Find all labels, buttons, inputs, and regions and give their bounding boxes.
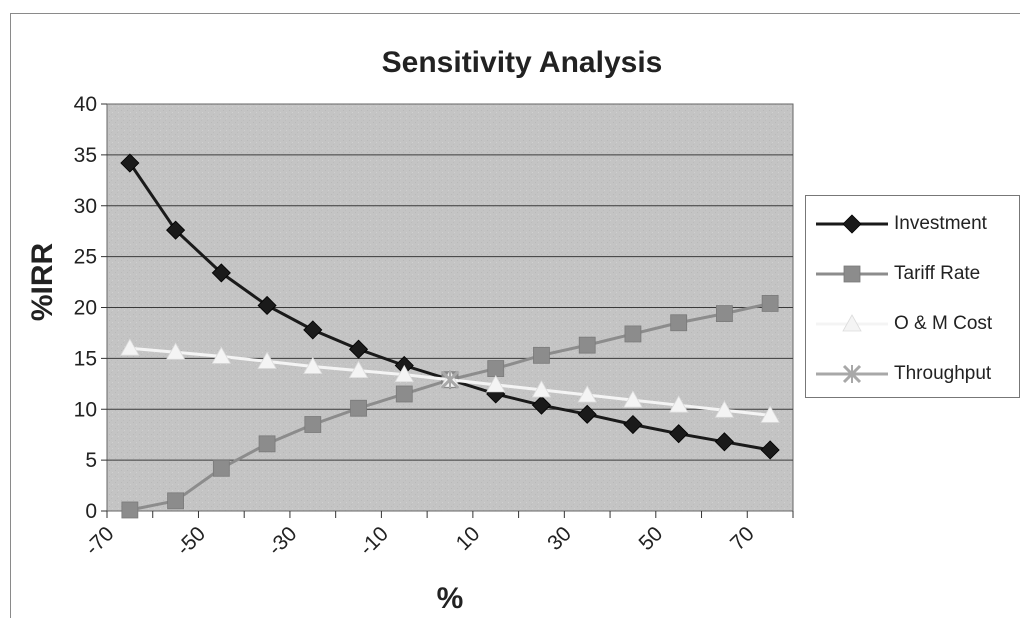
data-point-tariff-rate (761, 295, 779, 312)
data-point-o-m-cost (394, 364, 414, 383)
y-tick-label: 0 (85, 500, 97, 523)
data-point-tariff-rate (578, 336, 596, 354)
legend: Investment Tariff Rate O & M Cost Throughpu… (805, 195, 1020, 398)
y-tick-label: 10 (74, 398, 97, 421)
data-point-o-m-cost (257, 351, 277, 369)
data-point-o-m-cost (211, 346, 232, 364)
y-tick-label: 35 (74, 144, 97, 167)
data-point-throughput (440, 370, 460, 389)
x-tick-label: 70 (726, 522, 759, 555)
data-point-investment (166, 220, 186, 240)
legend-swatch-o-m-cost (816, 314, 888, 332)
data-point-investment (714, 432, 734, 452)
data-point-investment (120, 153, 140, 173)
data-point-investment (348, 339, 369, 359)
data-point-o-m-cost (303, 356, 323, 374)
data-point-o-m-cost (668, 395, 689, 413)
legend-item-tariff-rate: Tariff Rate (806, 254, 1021, 294)
legend-swatch-throughput (816, 364, 888, 384)
data-point-investment (531, 395, 552, 415)
y-tick-label: 40 (74, 93, 97, 116)
data-point-o-m-cost (531, 380, 552, 398)
x-tick-label: -50 (172, 522, 210, 560)
data-point-tariff-rate (395, 385, 413, 403)
y-tick-label: 25 (74, 246, 97, 269)
x-tick-label: 10 (452, 522, 485, 555)
x-axis-label: % (437, 582, 464, 615)
chart-title: Sensitivity Analysis (382, 46, 663, 79)
legend-swatch-tariff-rate (816, 265, 888, 283)
y-axis-label: %IRR (26, 242, 59, 321)
data-point-investment (760, 440, 780, 460)
legend-swatch-investment (816, 214, 888, 234)
x-tick-label: 50 (635, 522, 668, 555)
data-point-investment (257, 295, 277, 316)
legend-item-investment: Investment (806, 204, 1021, 244)
data-point-o-m-cost (760, 405, 780, 423)
data-point-tariff-rate (533, 346, 550, 364)
y-tick-label: 5 (85, 449, 97, 472)
data-point-investment (669, 424, 689, 444)
data-point-tariff-rate (487, 360, 505, 377)
data-point-o-m-cost (577, 385, 597, 403)
data-point-investment (623, 414, 643, 435)
x-tick-label: -30 (264, 522, 302, 560)
data-point-tariff-rate (304, 416, 322, 433)
data-point-o-m-cost (714, 400, 735, 418)
legend-label: Tariff Rate (894, 263, 981, 284)
data-point-investment (577, 404, 597, 424)
legend-label: Investment (894, 213, 987, 234)
data-point-investment (211, 263, 231, 283)
data-point-investment (303, 320, 323, 340)
y-tick-label: 30 (74, 195, 97, 218)
data-point-o-m-cost (348, 360, 369, 378)
data-point-tariff-rate (167, 492, 185, 510)
x-tick-label: 30 (543, 522, 576, 555)
data-point-tariff-rate (624, 325, 642, 343)
y-tick-label: 15 (74, 347, 97, 370)
data-point-o-m-cost (486, 375, 506, 393)
x-tick-label: -10 (355, 522, 393, 560)
legend-label: O & M Cost (894, 313, 993, 334)
data-point-tariff-rate (670, 314, 688, 332)
y-tick-label: 20 (74, 297, 97, 320)
legend-item-o-m-cost: O & M Cost (806, 304, 1021, 344)
data-point-tariff-rate (350, 399, 367, 417)
chart-frame (10, 13, 1020, 618)
legend-label: Throughput (894, 363, 992, 384)
legend-item-throughput: Throughput (806, 354, 1021, 394)
data-point-o-m-cost (120, 338, 140, 356)
data-point-tariff-rate (121, 501, 139, 519)
data-point-o-m-cost (165, 342, 186, 360)
x-tick-label: -70 (81, 522, 119, 560)
series-layer (120, 153, 780, 519)
data-point-o-m-cost (623, 390, 643, 408)
data-point-tariff-rate (212, 459, 230, 477)
data-point-tariff-rate (716, 305, 733, 323)
data-point-tariff-rate (258, 435, 276, 453)
